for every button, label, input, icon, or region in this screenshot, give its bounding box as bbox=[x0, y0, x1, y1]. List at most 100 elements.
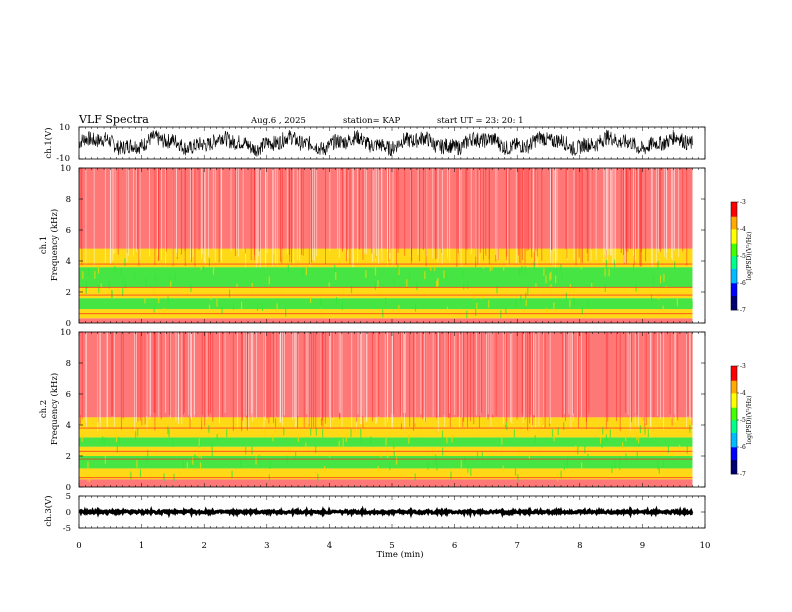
colorbar-swatch bbox=[731, 393, 737, 396]
colorbar-swatch bbox=[731, 407, 737, 410]
ch1-ytick-bottom: -10 bbox=[56, 154, 70, 164]
colorbar-swatch bbox=[731, 274, 737, 277]
colorbar-swatch bbox=[731, 429, 737, 432]
colorbar-tick-label: -3 bbox=[740, 199, 746, 206]
freq-tick-label: 2 bbox=[66, 452, 71, 462]
station-label: station= KAP bbox=[343, 116, 401, 126]
colorbar-swatch bbox=[731, 448, 737, 451]
colorbar-swatch bbox=[731, 400, 737, 403]
colorbar-swatch bbox=[731, 472, 737, 475]
freq-tick-label: 10 bbox=[60, 164, 71, 174]
colorbar-swatch bbox=[731, 283, 737, 286]
colorbar-swatch bbox=[731, 443, 737, 446]
ch2-colorbar: log(PSD)(V²/Hz) -3 -4 -5 -6 -7 bbox=[730, 363, 753, 478]
colorbar-swatch bbox=[731, 205, 737, 208]
colorbar-swatch bbox=[731, 268, 737, 271]
colorbar-swatch bbox=[731, 375, 737, 378]
colorbar-swatch bbox=[731, 209, 737, 212]
colorbar-swatch bbox=[731, 427, 737, 430]
colorbar-swatch bbox=[731, 254, 737, 257]
time-tick-label: 8 bbox=[577, 541, 582, 551]
time-tick-label: 5 bbox=[389, 541, 394, 551]
colorbar-tick-label: -7 bbox=[740, 307, 746, 314]
freq-tick-label: 6 bbox=[66, 390, 71, 400]
colorbar-swatch bbox=[731, 468, 737, 471]
colorbar-swatch bbox=[731, 243, 737, 246]
colorbar-swatch bbox=[731, 447, 737, 450]
spectrogram-band-mid bbox=[79, 287, 693, 299]
spectrogram-band-high bbox=[79, 318, 693, 323]
colorbar-swatch bbox=[731, 439, 737, 442]
spectrogram-band-low bbox=[79, 267, 693, 288]
colorbar-swatch bbox=[731, 275, 737, 278]
colorbar-tick-label: -6 bbox=[740, 444, 746, 451]
colorbar-swatch bbox=[731, 236, 737, 239]
time-tick-label: 6 bbox=[452, 541, 457, 551]
freq-tick-label: 6 bbox=[66, 226, 71, 236]
colorbar-swatch bbox=[731, 366, 737, 369]
colorbar-swatch bbox=[731, 414, 737, 417]
colorbar-swatch bbox=[731, 306, 737, 309]
colorbar-swatch bbox=[731, 232, 737, 235]
freq-tick-label: 10 bbox=[60, 328, 71, 338]
colorbar-swatch bbox=[731, 220, 737, 223]
colorbar-swatch bbox=[731, 221, 737, 224]
colorbar-swatch bbox=[731, 284, 737, 287]
colorbar-swatch bbox=[731, 241, 737, 244]
colorbar-swatch bbox=[731, 420, 737, 423]
colorbar-swatch bbox=[731, 270, 737, 273]
spectrogram-band-mid bbox=[79, 468, 693, 480]
colorbar-tick-label: -4 bbox=[740, 226, 746, 233]
colorbar-swatch bbox=[731, 403, 737, 406]
spectrogram-band-high bbox=[79, 332, 693, 418]
colorbar-swatch bbox=[731, 425, 737, 428]
colorbar-swatch bbox=[731, 227, 737, 230]
ch1-ylabel: ch.1(V) bbox=[43, 127, 54, 158]
colorbar-swatch bbox=[731, 436, 737, 439]
ch1-spec-ylabel: Frequency (kHz) bbox=[49, 209, 60, 281]
colorbar-swatch bbox=[731, 252, 737, 255]
colorbar-swatch bbox=[731, 214, 737, 217]
colorbar-swatch bbox=[731, 302, 737, 305]
colorbar-swatch bbox=[731, 450, 737, 453]
time-tick-label: 1 bbox=[139, 541, 144, 551]
colorbar-swatch bbox=[731, 245, 737, 248]
colorbar-swatch bbox=[731, 452, 737, 455]
colorbar-swatch bbox=[731, 434, 737, 437]
colorbar-swatch bbox=[731, 387, 737, 390]
colorbar-swatch bbox=[731, 369, 737, 372]
colorbar-swatch bbox=[731, 263, 737, 266]
spectrogram-band-mid bbox=[79, 417, 693, 438]
colorbar-swatch bbox=[731, 402, 737, 405]
colorbar-swatch bbox=[731, 470, 737, 473]
ch3-ytick-label: 5 bbox=[66, 492, 71, 502]
colorbar-swatch bbox=[731, 230, 737, 233]
spectrogram-band-mid bbox=[79, 248, 693, 268]
ch3-ylabel: ch.3(V) bbox=[43, 495, 54, 526]
colorbar-swatch bbox=[731, 223, 737, 226]
colorbar-swatch bbox=[731, 418, 737, 421]
ch1-spectrogram-panel: ch.1 Frequency (kHz) 0 2 4 6 8 10 bbox=[39, 164, 706, 329]
colorbar-swatch bbox=[731, 239, 737, 242]
freq-tick-label: 8 bbox=[66, 195, 71, 205]
colorbar-swatch bbox=[731, 394, 737, 397]
colorbar-swatch bbox=[731, 247, 737, 250]
ch1-colorbar: log(PSD)(V²/Hz) -3 -4 -5 -6 -7 bbox=[730, 199, 753, 314]
colorbar-tick-label: -6 bbox=[740, 280, 746, 287]
colorbar-swatch bbox=[731, 380, 737, 383]
colorbar-tick-label: -5 bbox=[740, 417, 746, 424]
freq-tick-label: 8 bbox=[66, 359, 71, 369]
figure-title: VLF Spectra bbox=[78, 113, 149, 126]
ch1-waveform-panel: ch.1(V) 10 -10 bbox=[43, 123, 706, 164]
colorbar-swatch bbox=[731, 297, 737, 300]
colorbar-swatch bbox=[731, 441, 737, 444]
colorbar-swatch bbox=[731, 382, 737, 385]
colorbar-swatch bbox=[731, 293, 737, 296]
colorbar-swatch bbox=[731, 459, 737, 462]
ch2-spec-channel-label: ch.2 bbox=[39, 400, 49, 418]
time-axis-label: Time (min) bbox=[376, 549, 423, 560]
colorbar-swatch bbox=[731, 301, 737, 304]
colorbar-swatch bbox=[731, 465, 737, 468]
colorbar-swatch bbox=[731, 211, 737, 214]
